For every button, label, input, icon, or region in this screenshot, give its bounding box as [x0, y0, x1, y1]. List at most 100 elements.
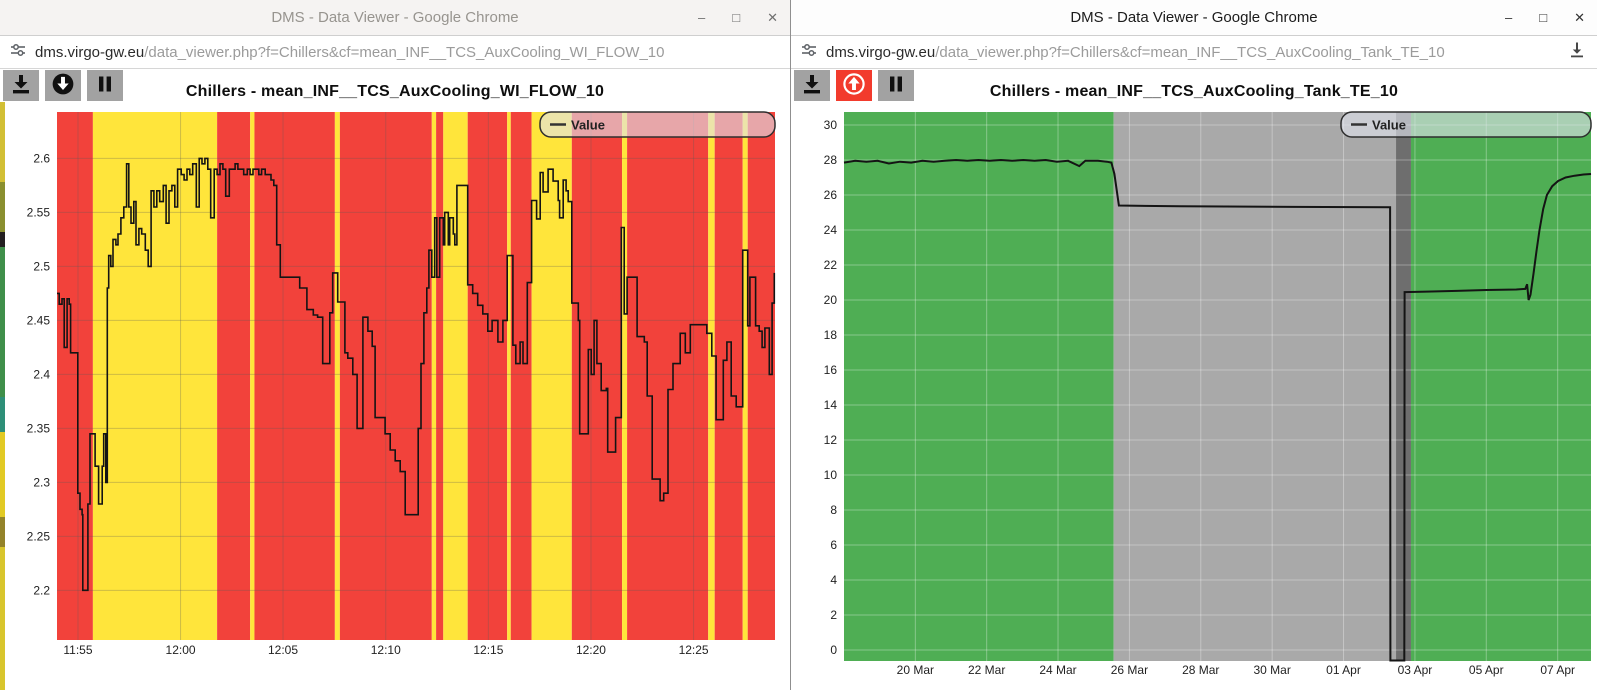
svg-text:12:25: 12:25	[679, 643, 709, 657]
svg-text:0: 0	[830, 643, 837, 657]
svg-text:30 Mar: 30 Mar	[1254, 663, 1291, 677]
svg-text:8: 8	[830, 503, 837, 517]
chart-title: Chillers - mean_INF__TCS_AuxCooling_Tank…	[989, 83, 1399, 100]
page-toolbar: Chillers - mean_INF__TCS_AuxCooling_Tank…	[791, 69, 1597, 102]
url-path: /data_viewer.php?f=Chillers&cf=mean_INF_…	[935, 43, 1445, 61]
scroll-up-alert-button[interactable]	[836, 70, 872, 101]
svg-text:01 Apr: 01 Apr	[1326, 663, 1361, 677]
sliver-segment	[0, 247, 5, 397]
chart-content: 2.2 2.25 2.3 2.35 2.4 2.45 2.5 2.55 2.6 11:55 12:0…	[0, 102, 790, 690]
arrow-up-circle-icon	[842, 72, 866, 99]
maximize-button[interactable]: □	[732, 10, 741, 25]
svg-text:12:10: 12:10	[371, 643, 401, 657]
svg-text:10: 10	[824, 468, 838, 482]
svg-text:2.2: 2.2	[33, 583, 50, 597]
status-bands	[844, 112, 1591, 661]
site-settings-icon[interactable]	[10, 42, 26, 63]
address-bar[interactable]: dms.virgo-gw.eu/data_viewer.php?f=Chille…	[791, 36, 1597, 69]
minimize-button[interactable]: –	[698, 10, 706, 25]
sliver-segment	[0, 232, 5, 247]
legend-label: Value	[571, 118, 605, 133]
url-text[interactable]: dms.virgo-gw.eu/data_viewer.php?f=Chille…	[826, 44, 1445, 61]
svg-text:12: 12	[824, 433, 838, 447]
svg-text:6: 6	[830, 538, 837, 552]
svg-text:4: 4	[830, 573, 837, 587]
minimize-button[interactable]: –	[1505, 10, 1513, 25]
download-button[interactable]	[794, 70, 830, 101]
gridlines	[57, 112, 775, 640]
value-line	[57, 157, 776, 592]
flow-chart[interactable]: 2.2 2.25 2.3 2.35 2.4 2.45 2.5 2.55 2.6 11:55 12:0…	[0, 102, 790, 690]
svg-text:26: 26	[824, 188, 838, 202]
status-bands	[57, 112, 775, 640]
svg-text:2.5: 2.5	[33, 259, 50, 273]
svg-text:2.45: 2.45	[27, 313, 51, 327]
maximize-button[interactable]: □	[1539, 10, 1548, 25]
svg-text:14: 14	[824, 398, 838, 412]
close-button[interactable]: ✕	[767, 9, 778, 25]
chart-content: 0 2 4 6 8 10 12 14 16 18 20 22 24 26 28 30 20 Mar 22 Mar 2…	[791, 102, 1597, 690]
download-icon	[10, 73, 32, 98]
arrow-down-circle-icon	[51, 72, 75, 99]
pause-icon	[885, 73, 907, 98]
titlebar[interactable]: DMS - Data Viewer - Google Chrome – □ ✕	[791, 0, 1597, 36]
y-axis-labels: 2.2 2.25 2.3 2.35 2.4 2.45 2.5 2.55 2.6	[27, 151, 51, 597]
url-path: /data_viewer.php?f=Chillers&cf=mean_INF_…	[144, 43, 665, 61]
value-line	[843, 158, 1592, 662]
svg-text:28 Mar: 28 Mar	[1182, 663, 1219, 677]
sliver-segment	[0, 517, 5, 547]
svg-text:18: 18	[824, 328, 838, 342]
site-settings-icon[interactable]	[801, 42, 817, 63]
svg-text:28: 28	[824, 153, 838, 167]
svg-text:2: 2	[830, 608, 837, 622]
svg-text:12:00: 12:00	[166, 643, 196, 657]
titlebar[interactable]: DMS - Data Viewer - Google Chrome – □ ✕	[0, 0, 790, 36]
page-toolbar: Chillers - mean_INF__TCS_AuxCooling_WI_F…	[0, 69, 790, 102]
chart-title: Chillers - mean_INF__TCS_AuxCooling_WI_F…	[185, 83, 605, 100]
svg-text:12:20: 12:20	[576, 643, 606, 657]
svg-text:11:55: 11:55	[63, 643, 92, 657]
svg-text:2.55: 2.55	[27, 205, 51, 219]
sliver-segment	[0, 432, 5, 517]
sliver-segment	[0, 102, 5, 182]
svg-text:03 Apr: 03 Apr	[1398, 663, 1433, 677]
svg-text:24 Mar: 24 Mar	[1039, 663, 1076, 677]
svg-text:30: 30	[824, 118, 838, 132]
window-flow-chart: DMS - Data Viewer - Google Chrome – □ ✕ …	[0, 0, 790, 690]
scroll-down-button[interactable]	[45, 70, 81, 101]
sliver-segment	[0, 182, 5, 232]
svg-text:2.35: 2.35	[27, 421, 51, 435]
window-title: DMS - Data Viewer - Google Chrome	[271, 9, 519, 26]
url-domain: dms.virgo-gw.eu	[826, 43, 936, 61]
legend: Value	[539, 111, 776, 138]
svg-text:2.3: 2.3	[33, 475, 50, 489]
x-axis-labels: 11:55 12:00 12:05 12:10 12:15 12:20 12:25	[63, 643, 709, 657]
url-text[interactable]: dms.virgo-gw.eu/data_viewer.php?f=Chille…	[35, 44, 664, 61]
pause-button[interactable]	[87, 70, 123, 101]
pause-button[interactable]	[878, 70, 914, 101]
svg-text:2.4: 2.4	[33, 367, 50, 381]
address-bar[interactable]: dms.virgo-gw.eu/data_viewer.php?f=Chille…	[0, 36, 790, 69]
sliver-segment	[0, 547, 5, 690]
svg-text:12:15: 12:15	[473, 643, 503, 657]
svg-text:20 Mar: 20 Mar	[897, 663, 934, 677]
svg-text:2.25: 2.25	[27, 529, 51, 543]
svg-text:07 Apr: 07 Apr	[1540, 663, 1575, 677]
close-button[interactable]: ✕	[1574, 9, 1585, 25]
download-button[interactable]	[3, 70, 39, 101]
downloads-icon[interactable]	[1567, 40, 1587, 65]
svg-text:16: 16	[824, 363, 838, 377]
legend-label: Value	[1372, 118, 1406, 133]
legend: Value	[1340, 111, 1592, 138]
window-temperature-chart: DMS - Data Viewer - Google Chrome – □ ✕ …	[790, 0, 1597, 690]
svg-text:05 Apr: 05 Apr	[1469, 663, 1504, 677]
sliver-segment	[0, 397, 5, 432]
window-title: DMS - Data Viewer - Google Chrome	[1070, 9, 1318, 26]
svg-text:12:05: 12:05	[268, 643, 298, 657]
url-domain: dms.virgo-gw.eu	[35, 43, 145, 61]
window-controls: – □ ✕	[1505, 0, 1585, 35]
pause-icon	[94, 73, 116, 98]
